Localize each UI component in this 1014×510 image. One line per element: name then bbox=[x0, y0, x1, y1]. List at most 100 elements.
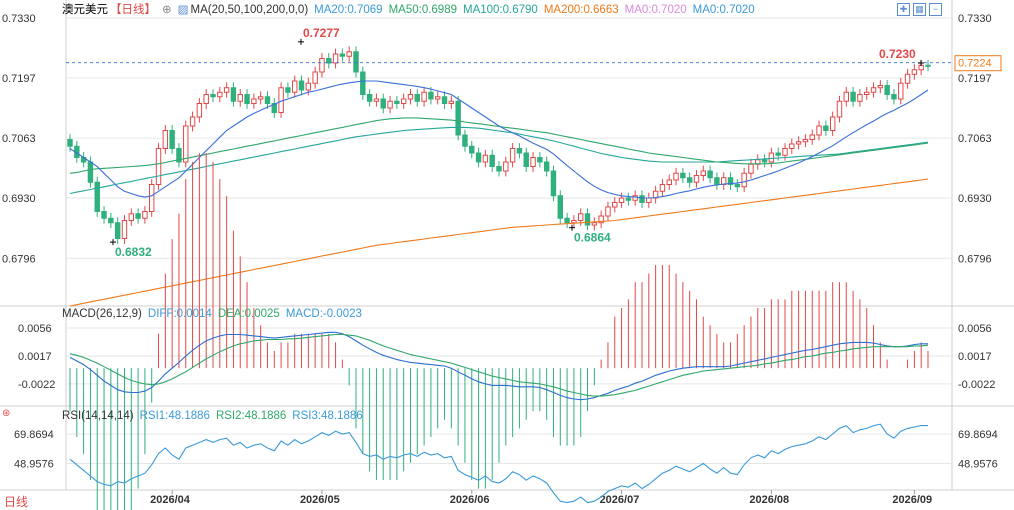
crosshair-icon[interactable]: ⊛ bbox=[2, 408, 11, 419]
macd-label: MACD(26,12,9) bbox=[62, 308, 142, 320]
candle-body bbox=[748, 163, 754, 174]
candle-body bbox=[339, 53, 346, 57]
price-tick-left: 0.7330 bbox=[2, 13, 36, 25]
candle-body bbox=[496, 166, 502, 172]
time-tick-label: 2026/09 bbox=[892, 494, 932, 506]
candle-body bbox=[360, 71, 366, 95]
candle-body bbox=[196, 103, 203, 118]
candle-body bbox=[802, 139, 809, 143]
candle-body bbox=[564, 217, 570, 224]
price-tick-right: 0.7197 bbox=[958, 73, 992, 85]
rsi-label: RSI(14,14,14) bbox=[62, 410, 134, 422]
candle-body bbox=[400, 98, 407, 104]
ma50-value: MA50:0.6989 bbox=[388, 4, 457, 16]
candle-body bbox=[693, 175, 700, 183]
candle-body bbox=[428, 91, 434, 100]
candle-body bbox=[353, 51, 359, 73]
rsi3-value: RSI3:48.1886 bbox=[292, 410, 363, 422]
candle-body bbox=[904, 73, 911, 84]
candle-body bbox=[659, 184, 666, 192]
candle-body bbox=[326, 58, 332, 64]
candle-body bbox=[768, 152, 775, 163]
rsi-tick-right: 48.9576 bbox=[958, 458, 998, 470]
candle-body bbox=[550, 170, 557, 197]
candle-body bbox=[612, 202, 618, 208]
candle-body bbox=[455, 100, 461, 136]
candle-body bbox=[809, 134, 815, 140]
rsi-panel-header: RSI(14,14,14) RSI1:48.1886 RSI2:48.1886 RSI… bbox=[62, 408, 369, 424]
current-price-badge bbox=[954, 55, 1002, 72]
current-price-label: 0.7224 bbox=[958, 58, 992, 70]
candle-body bbox=[700, 170, 706, 176]
time-tick-label: 2026/08 bbox=[749, 494, 789, 506]
minimize-icon[interactable]: − bbox=[929, 3, 942, 16]
candle-body bbox=[366, 94, 373, 102]
candle-body bbox=[864, 91, 870, 95]
candle-body bbox=[911, 69, 918, 75]
macd-tick-left: -0.0022 bbox=[18, 379, 55, 391]
candle-body bbox=[571, 220, 577, 224]
annotation-label: 0.6832 bbox=[115, 245, 152, 259]
rsi-tick-left: 48.9576 bbox=[14, 458, 54, 470]
diff-value: DIFF:0.0014 bbox=[147, 308, 212, 320]
price-panel-header: 澳元美元 【日线】 ⊕ ▨ MA(20,50,100,200,0,0) MA20:0.70… bbox=[62, 2, 761, 18]
candle-body bbox=[686, 177, 693, 183]
candle-body bbox=[312, 71, 318, 84]
candle-body bbox=[108, 217, 114, 224]
candle-body bbox=[67, 139, 73, 147]
candle-body bbox=[305, 82, 312, 91]
candle-body bbox=[475, 152, 482, 163]
ma-indicator-icon[interactable]: ▨ bbox=[177, 4, 189, 16]
ma0-value-a: MA0:0.7020 bbox=[624, 4, 687, 16]
candle-body bbox=[632, 195, 638, 201]
time-tick-label: 2026/04 bbox=[150, 494, 191, 506]
candle-body bbox=[584, 213, 591, 226]
candle-body bbox=[639, 195, 645, 203]
ma200-value: MA200:0.6663 bbox=[543, 4, 619, 16]
time-tick-label: 2026/06 bbox=[450, 494, 490, 506]
settings-icon[interactable]: ⊕ bbox=[162, 4, 172, 16]
macd-tick-right: 0.0017 bbox=[958, 351, 992, 363]
candle-body bbox=[149, 184, 155, 212]
candle-body bbox=[673, 172, 679, 181]
macd-tick-left: 0.0017 bbox=[18, 351, 52, 363]
candle-body bbox=[816, 125, 822, 136]
period-tag[interactable]: 【日线】 bbox=[110, 4, 156, 16]
candle-body bbox=[285, 87, 291, 93]
candle-body bbox=[666, 179, 672, 185]
candle-body bbox=[387, 100, 393, 109]
fullscreen-icon[interactable]: ✚ bbox=[897, 3, 910, 16]
rsi-tick-right: 69.8694 bbox=[958, 429, 998, 441]
candle-body bbox=[789, 143, 795, 149]
candle-body bbox=[183, 125, 189, 163]
candle-body bbox=[795, 141, 802, 145]
price-tick-left: 0.6796 bbox=[2, 253, 36, 265]
candle-body bbox=[782, 148, 788, 156]
candle-body bbox=[237, 94, 243, 102]
candle-body bbox=[557, 195, 563, 219]
time-tick-label: 2026/07 bbox=[600, 494, 640, 506]
candle-body bbox=[380, 98, 386, 109]
candle-body bbox=[884, 85, 890, 95]
candle-body bbox=[843, 91, 849, 102]
layout-icon[interactable]: ▦ bbox=[913, 3, 926, 16]
period-switch-button[interactable]: 日线 bbox=[4, 495, 29, 509]
candle-body bbox=[482, 154, 489, 163]
candle-body bbox=[114, 222, 121, 239]
annotation-label: 0.7277 bbox=[303, 26, 340, 40]
candle-body bbox=[441, 96, 448, 104]
candle-body bbox=[448, 100, 455, 104]
candle-body bbox=[489, 154, 495, 167]
candle-body bbox=[414, 94, 420, 102]
ma20-value: MA20:0.7069 bbox=[314, 4, 383, 16]
candle-body bbox=[714, 177, 720, 185]
candle-body bbox=[646, 197, 652, 203]
candle-body bbox=[319, 58, 325, 73]
candle-body bbox=[598, 215, 604, 224]
candle-body bbox=[578, 213, 584, 221]
candle-body bbox=[217, 91, 223, 98]
ma100-value: MA100:0.6790 bbox=[463, 4, 538, 16]
candle-body bbox=[189, 116, 196, 127]
candle-body bbox=[332, 53, 339, 64]
price-tick-left: 0.7197 bbox=[2, 73, 36, 85]
